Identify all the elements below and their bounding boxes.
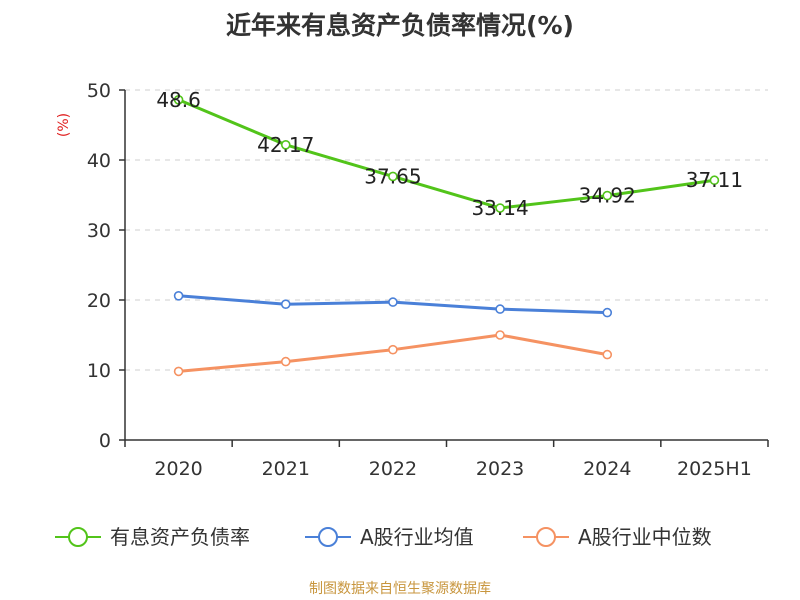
data-point [280, 356, 291, 367]
y-tick-label: 50 [87, 80, 111, 102]
data-point [709, 175, 720, 186]
data-point [495, 330, 505, 340]
y-tick-label: 20 [87, 290, 111, 312]
data-point [495, 203, 505, 213]
legend-label: 有息资产负债率 [110, 525, 250, 549]
data-point [280, 299, 291, 310]
y-tick-label: 10 [87, 360, 111, 382]
data-point [602, 190, 613, 201]
data-label: 42.17 [257, 133, 314, 157]
y-axis-label: (%) [56, 113, 72, 137]
x-tick-label: 2024 [583, 458, 631, 480]
data-label: 34.92 [579, 184, 636, 208]
series-line [178, 98, 715, 210]
data-point [173, 290, 184, 301]
legend-marker [68, 527, 88, 547]
data-label: 37.11 [686, 168, 743, 192]
data-label: 33.14 [471, 196, 528, 220]
data-label: 48.6 [156, 88, 201, 112]
data-label: 37.65 [364, 164, 421, 188]
y-tick-label: 30 [87, 220, 111, 242]
legend-marker [318, 527, 338, 547]
y-tick-label: 40 [87, 150, 111, 172]
legend-label: A股行业中位数 [578, 525, 712, 549]
x-tick-label: 2025H1 [677, 458, 752, 480]
data-point [495, 304, 505, 314]
data-point [280, 140, 291, 150]
chart-title: 近年来有息资产负债率情况(%) [226, 11, 574, 40]
data-point [388, 297, 398, 307]
data-point [602, 307, 613, 318]
data-point [173, 366, 184, 377]
source-note: 制图数据来自恒生聚源数据库 [309, 581, 491, 597]
x-tick-label: 2021 [262, 458, 310, 480]
legend-marker [536, 527, 556, 547]
data-point [602, 349, 613, 360]
x-tick-label: 2023 [476, 458, 524, 480]
legend-label: A股行业均值 [360, 525, 474, 549]
y-tick-label: 0 [99, 430, 111, 452]
x-tick-label: 2020 [154, 458, 202, 480]
x-tick-label: 2022 [369, 458, 417, 480]
data-point [388, 344, 398, 355]
data-point [388, 171, 398, 182]
data-point [173, 95, 184, 105]
